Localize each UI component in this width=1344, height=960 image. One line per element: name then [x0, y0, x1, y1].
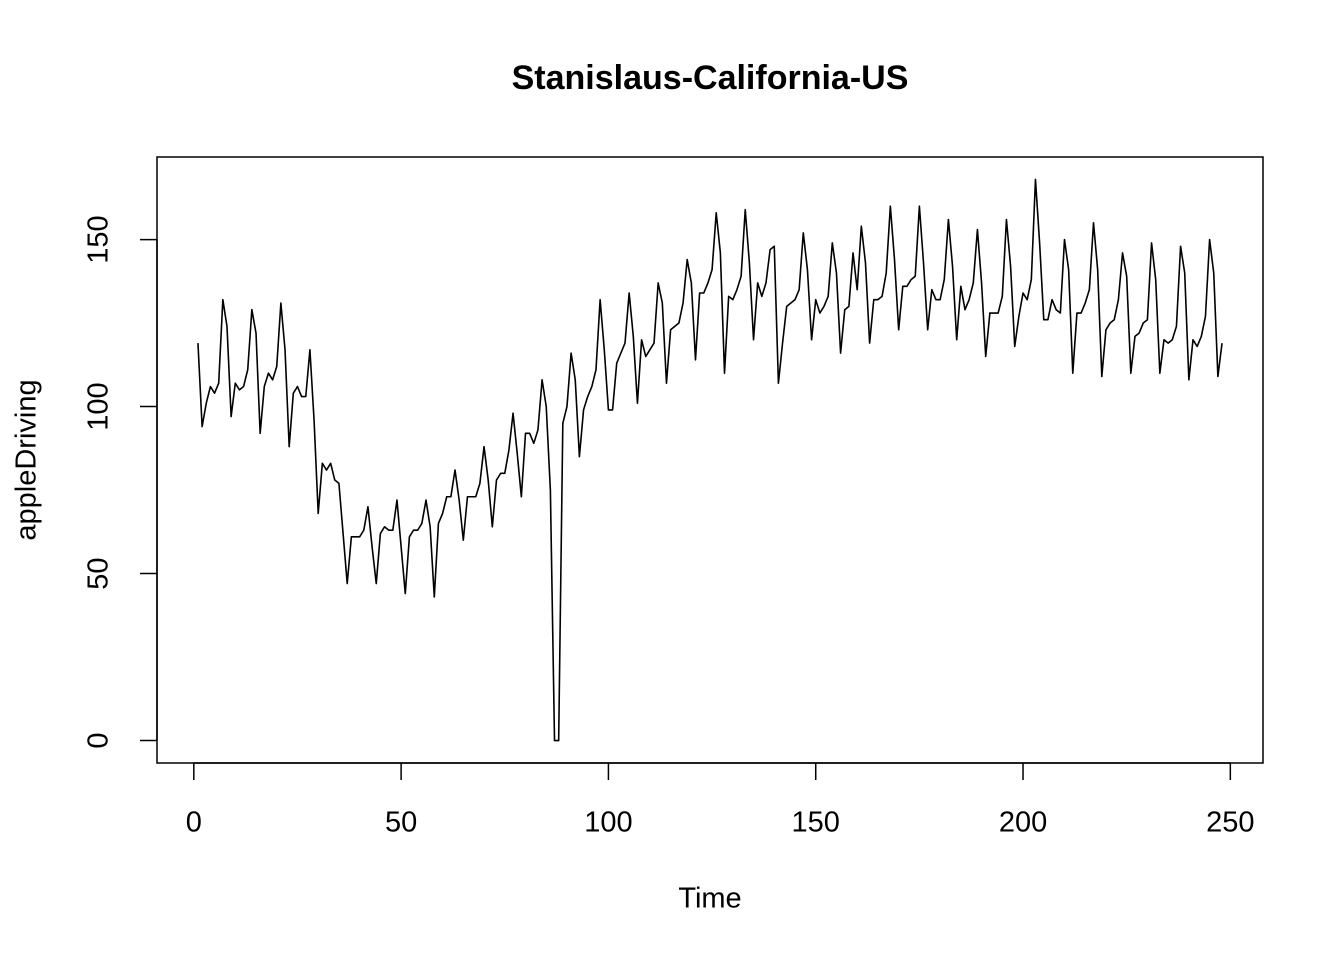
x-tick-label: 50	[385, 807, 417, 839]
y-tick-label: 150	[83, 215, 115, 263]
chart-title: Stanislaus-California-US	[512, 59, 909, 97]
x-tick-label: 150	[792, 807, 840, 839]
x-axis-label: Time	[678, 883, 741, 915]
data-line	[197, 178, 1223, 742]
y-axis-label: appleDriving	[11, 379, 43, 540]
y-tick-label: 100	[83, 382, 115, 430]
x-tick-label: 100	[584, 807, 632, 839]
x-tick-label: 200	[999, 807, 1047, 839]
x-tick-label: 250	[1206, 807, 1254, 839]
x-tick-label: 0	[186, 807, 202, 839]
y-tick-label: 0	[83, 732, 115, 748]
y-tick-label: 50	[83, 557, 115, 589]
